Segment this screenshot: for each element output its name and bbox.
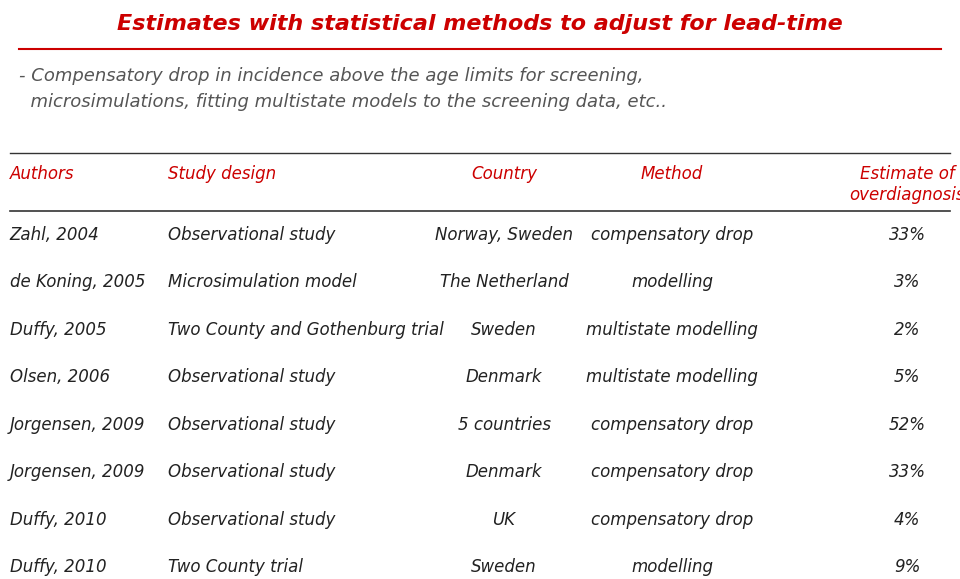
Text: compensatory drop: compensatory drop — [590, 511, 754, 529]
Text: Denmark: Denmark — [466, 463, 542, 481]
Text: Estimate of
overdiagnosis: Estimate of overdiagnosis — [850, 165, 960, 204]
Text: Two County trial: Two County trial — [168, 558, 303, 576]
Text: Observational study: Observational study — [168, 416, 335, 434]
Text: Microsimulation model: Microsimulation model — [168, 273, 357, 291]
Text: Study design: Study design — [168, 165, 276, 183]
Text: Norway, Sweden: Norway, Sweden — [435, 226, 573, 244]
Text: Olsen, 2006: Olsen, 2006 — [10, 368, 109, 386]
Text: compensatory drop: compensatory drop — [590, 416, 754, 434]
Text: Observational study: Observational study — [168, 226, 335, 244]
Text: Duffy, 2005: Duffy, 2005 — [10, 321, 107, 339]
Text: 4%: 4% — [894, 511, 921, 529]
Text: 52%: 52% — [889, 416, 925, 434]
Text: Jorgensen, 2009: Jorgensen, 2009 — [10, 416, 145, 434]
Text: Duffy, 2010: Duffy, 2010 — [10, 511, 107, 529]
Text: Jorgensen, 2009: Jorgensen, 2009 — [10, 463, 145, 481]
Text: Observational study: Observational study — [168, 463, 335, 481]
Text: 9%: 9% — [894, 558, 921, 576]
Text: multistate modelling: multistate modelling — [586, 321, 758, 339]
Text: Sweden: Sweden — [471, 321, 537, 339]
Text: Observational study: Observational study — [168, 511, 335, 529]
Text: de Koning, 2005: de Koning, 2005 — [10, 273, 145, 291]
Text: modelling: modelling — [631, 273, 713, 291]
Text: Country: Country — [471, 165, 537, 183]
Text: Authors: Authors — [10, 165, 74, 183]
Text: Observational study: Observational study — [168, 368, 335, 386]
Text: compensatory drop: compensatory drop — [590, 226, 754, 244]
Text: 3%: 3% — [894, 273, 921, 291]
Text: Duffy, 2010: Duffy, 2010 — [10, 558, 107, 576]
Text: The Netherland: The Netherland — [440, 273, 568, 291]
Text: 2%: 2% — [894, 321, 921, 339]
Text: Estimates with statistical methods to adjust for lead-time: Estimates with statistical methods to ad… — [117, 14, 843, 35]
Text: Two County and Gothenburg trial: Two County and Gothenburg trial — [168, 321, 444, 339]
Text: microsimulations, fitting multistate models to the screening data, etc..: microsimulations, fitting multistate mod… — [19, 93, 667, 111]
Text: modelling: modelling — [631, 558, 713, 576]
Text: Sweden: Sweden — [471, 558, 537, 576]
Text: - Compensatory drop in incidence above the age limits for screening,: - Compensatory drop in incidence above t… — [19, 67, 644, 85]
Text: compensatory drop: compensatory drop — [590, 463, 754, 481]
Text: 5 countries: 5 countries — [458, 416, 550, 434]
Text: 33%: 33% — [889, 226, 925, 244]
Text: 33%: 33% — [889, 463, 925, 481]
Text: multistate modelling: multistate modelling — [586, 368, 758, 386]
Text: Method: Method — [641, 165, 703, 183]
Text: Zahl, 2004: Zahl, 2004 — [10, 226, 99, 244]
Text: Denmark: Denmark — [466, 368, 542, 386]
Text: 5%: 5% — [894, 368, 921, 386]
Text: UK: UK — [492, 511, 516, 529]
